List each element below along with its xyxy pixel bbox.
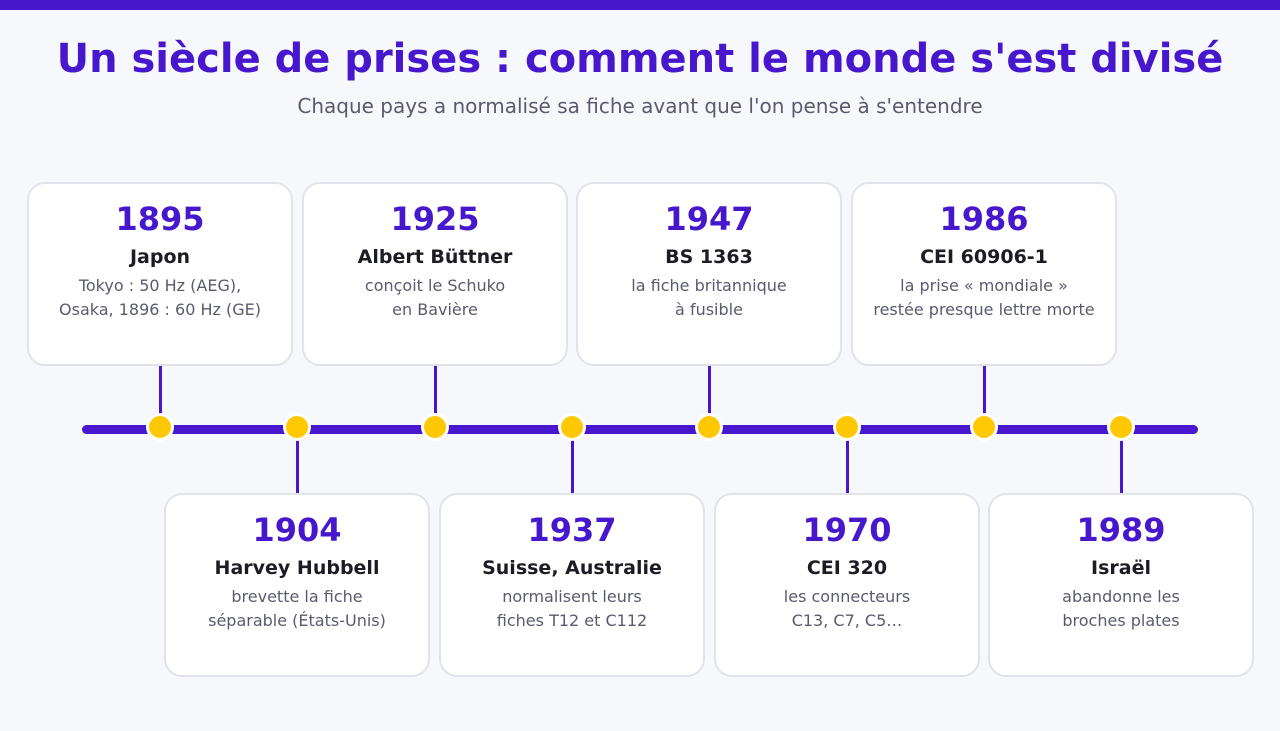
event-description-line: séparable (États-Unis) [208, 611, 386, 630]
timeline-connector [571, 430, 574, 493]
event-description-line: C13, C7, C5… [791, 611, 903, 630]
event-year: 1937 [527, 511, 617, 549]
event-card: 1947 BS 1363 la fiche britannique à fusible [576, 182, 842, 366]
timeline-milestone-dot [836, 416, 858, 438]
event-description-line: Osaka, 1896 : 60 Hz (GE) [59, 300, 261, 319]
event-description: conçoit le Schuko en Bavière [304, 274, 566, 322]
event-description-line: Tokyo : 50 Hz (AEG), [78, 276, 242, 295]
timeline-connector [159, 365, 162, 429]
event-year: 1970 [802, 511, 892, 549]
event-description-line: les connecteurs [783, 587, 911, 606]
event-description-line: normalisent leurs [502, 587, 642, 606]
event-description-line: en Bavière [392, 300, 478, 319]
event-description: la fiche britannique à fusible [578, 274, 840, 322]
timeline-connector [1120, 430, 1123, 493]
timeline-milestone-dot [1110, 416, 1132, 438]
timeline-milestone-dot [149, 416, 171, 438]
event-description: abandonne les broches plates [990, 585, 1252, 633]
event-description-line: conçoit le Schuko [364, 276, 506, 295]
event-description-line: à fusible [675, 300, 743, 319]
event-year: 1904 [252, 511, 342, 549]
timeline-milestone-dot [698, 416, 720, 438]
timeline-connector [708, 365, 711, 429]
event-name: Israël [1091, 557, 1151, 579]
timeline-milestone-dot [286, 416, 308, 438]
event-name: Suisse, Australie [482, 557, 662, 579]
event-name: Albert Büttner [357, 246, 513, 268]
event-card: 1895 Japon Tokyo : 50 Hz (AEG), Osaka, 1896… [27, 182, 293, 366]
event-description-line: la fiche britannique [631, 276, 787, 295]
event-year: 1895 [115, 200, 205, 238]
event-description-line: restée presque lettre morte [873, 300, 1095, 319]
timeline-axis [82, 425, 1198, 434]
event-card: 1970 CEI 320 les connecteurs C13, C7, C5… [714, 493, 980, 677]
event-year: 1925 [390, 200, 480, 238]
event-description: les connecteurs C13, C7, C5… [716, 585, 978, 633]
event-description: brevette la fiche séparable (États-Unis) [166, 585, 428, 633]
timeline-connector [983, 365, 986, 429]
page-title: Un siècle de prises : comment le monde s… [56, 36, 1224, 82]
timeline-milestone-dot [561, 416, 583, 438]
event-description: normalisent leurs fiches T12 et C112 [441, 585, 703, 633]
event-card: 1904 Harvey Hubbell brevette la fiche sépar… [164, 493, 430, 677]
page-subtitle: Chaque pays a normalisé sa fiche avant q… [297, 94, 983, 118]
event-name: CEI 60906-1 [920, 246, 1048, 268]
event-year: 1989 [1076, 511, 1166, 549]
event-description-line: fiches T12 et C112 [496, 611, 648, 630]
event-year: 1986 [939, 200, 1029, 238]
event-card: 1925 Albert Büttner conçoit le Schuko en Ba… [302, 182, 568, 366]
event-name: Harvey Hubbell [214, 557, 380, 579]
event-description-line: brevette la fiche [231, 587, 363, 606]
event-card: 1937 Suisse, Australie normalisent leurs fi… [439, 493, 705, 677]
top-accent-bar [0, 0, 1280, 10]
event-description: Tokyo : 50 Hz (AEG), Osaka, 1896 : 60 Hz … [29, 274, 291, 322]
event-card: 1989 Israël abandonne les broches plates [988, 493, 1254, 677]
timeline-milestone-dot [424, 416, 446, 438]
event-description: la prise « mondiale » restée presque lett… [853, 274, 1115, 322]
timeline-connector [296, 430, 299, 493]
timeline-connector [846, 430, 849, 493]
event-card: 1986 CEI 60906-1 la prise « mondiale » rest… [851, 182, 1117, 366]
timeline-milestone-dot [973, 416, 995, 438]
timeline-connector [434, 365, 437, 429]
event-description-line: broches plates [1062, 611, 1180, 630]
event-year: 1947 [664, 200, 754, 238]
event-description-line: abandonne les [1062, 587, 1180, 606]
event-description-line: la prise « mondiale » [900, 276, 1068, 295]
event-name: CEI 320 [806, 557, 888, 579]
event-name: BS 1363 [665, 246, 753, 268]
event-name: Japon [129, 246, 191, 268]
